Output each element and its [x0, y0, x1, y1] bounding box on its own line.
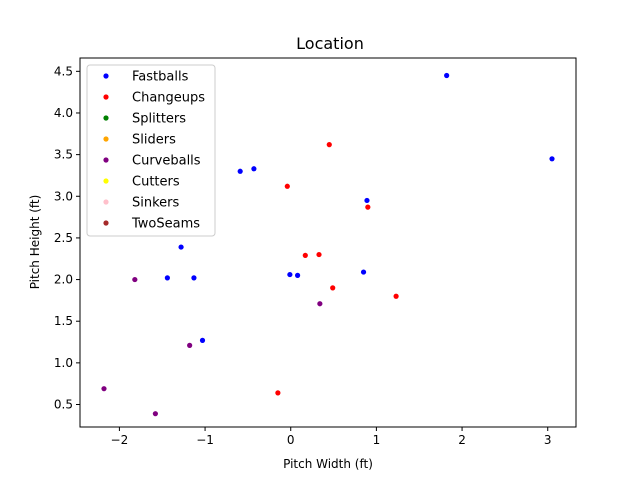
data-point	[365, 204, 371, 210]
data-point	[444, 72, 450, 79]
legend-label: TwoSeams	[131, 217, 200, 232]
data-point	[132, 276, 138, 283]
data-point	[152, 411, 158, 417]
legend-label: Splitters	[132, 112, 186, 127]
legend-marker	[103, 73, 109, 79]
y-tick-label: 4.5	[54, 64, 73, 78]
legend-marker	[103, 178, 109, 184]
plot-area-frame	[79, 57, 577, 428]
y-tick-label: 3.0	[54, 189, 73, 203]
legend-marker	[103, 115, 109, 121]
x-tick-label: 0	[287, 433, 295, 447]
chart-title: Location	[296, 34, 364, 53]
y-tick-label: 0.5	[54, 398, 73, 412]
legend-items: Fastballs Changeups Splitters Sliders Curveb…	[103, 70, 205, 232]
legend-label: Curveballs	[132, 154, 201, 169]
x-tick-label: 2	[458, 433, 466, 447]
data-point	[302, 252, 308, 259]
data-point	[284, 183, 290, 189]
x-axis-label: Pitch Width (ft)	[283, 457, 373, 471]
x-tick-label: 3	[544, 433, 552, 447]
data-point	[275, 390, 281, 396]
y-tick-label: 4.0	[54, 106, 73, 120]
data-point	[549, 156, 555, 162]
legend-marker	[103, 136, 109, 142]
x-tick-label: −2	[111, 433, 129, 447]
legend-marker	[103, 220, 109, 226]
y-tick-label: 1.0	[54, 356, 73, 370]
legend-label: Sinkers	[132, 196, 180, 211]
legend-frame	[86, 64, 216, 237]
y-axis-label: Pitch Height (ft)	[28, 195, 42, 290]
legend-label: Fastballs	[132, 70, 189, 85]
data-point	[187, 342, 193, 348]
legend-label: Sliders	[132, 133, 176, 148]
data-point	[330, 285, 336, 291]
x-tick-label: 1	[373, 433, 381, 447]
y-tick-label: 2.0	[54, 273, 73, 287]
legend-marker	[103, 199, 109, 205]
data-point	[164, 275, 170, 281]
data-point	[317, 301, 323, 307]
data-point	[251, 166, 257, 172]
data-point	[199, 337, 206, 343]
legend-marker	[103, 94, 109, 100]
legend-label: Cutters	[132, 175, 180, 190]
data-point	[316, 251, 322, 258]
data-point	[101, 386, 107, 392]
x-tick-label: −1	[196, 433, 214, 447]
data-point	[393, 293, 399, 299]
x-axis: −2 −1 0 1 2 3	[111, 427, 552, 447]
y-tick-label: 2.5	[54, 231, 73, 245]
legend-label: Changeups	[132, 91, 205, 106]
data-point	[326, 142, 332, 148]
points-layer	[101, 72, 555, 417]
data-point	[237, 168, 243, 174]
data-point	[364, 197, 370, 204]
y-axis: 0.5 1.0 1.5 2.0 2.5 3.0 3.5 4.0 4.5	[54, 64, 80, 412]
data-point	[191, 275, 197, 281]
y-tick-label: 1.5	[54, 314, 73, 328]
y-tick-label: 3.5	[54, 148, 73, 162]
data-point	[178, 244, 184, 250]
legend: Fastballs Changeups Splitters Sliders Curveb…	[86, 64, 216, 237]
legend-marker	[103, 157, 109, 163]
data-point	[360, 269, 367, 275]
data-point	[287, 271, 293, 278]
data-point	[294, 272, 301, 278]
